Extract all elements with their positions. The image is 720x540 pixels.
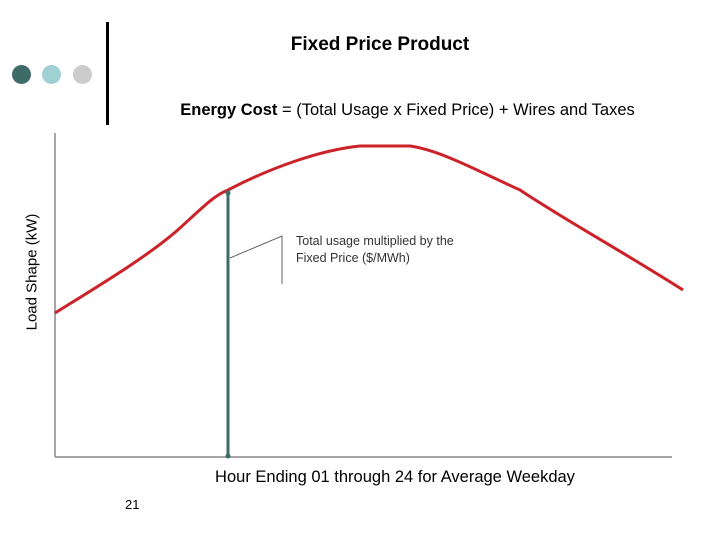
annotation-line-2: Fixed Price ($/MWh) (296, 251, 410, 265)
x-axis-label: Hour Ending 01 through 24 for Average We… (215, 468, 575, 486)
formula-subtitle: Energy Cost = (Total Usage x Fixed Price… (140, 101, 675, 120)
decor-dot-dark (12, 65, 31, 84)
annotation-line-1: Total usage multiplied by the (296, 234, 454, 248)
annotation-leader (229, 235, 283, 284)
hour-marker-top-cap (225, 190, 231, 196)
load-curve (54, 144, 684, 315)
y-axis-label: Load Shape (kW) (23, 213, 41, 331)
decor-dot-gray (73, 65, 92, 84)
formula-bold-part: Energy Cost (180, 101, 278, 119)
slide-title: Fixed Price Product (290, 34, 470, 55)
annotation-text: Total usage multiplied by the Fixed Pric… (296, 233, 454, 267)
formula-rest: = (Total Usage x Fixed Price) + Wires an… (277, 101, 635, 119)
page-number: 21 (125, 497, 140, 512)
hour-marker-bottom-cap (225, 453, 231, 459)
header-divider (106, 22, 109, 125)
decor-dot-light (42, 65, 61, 84)
